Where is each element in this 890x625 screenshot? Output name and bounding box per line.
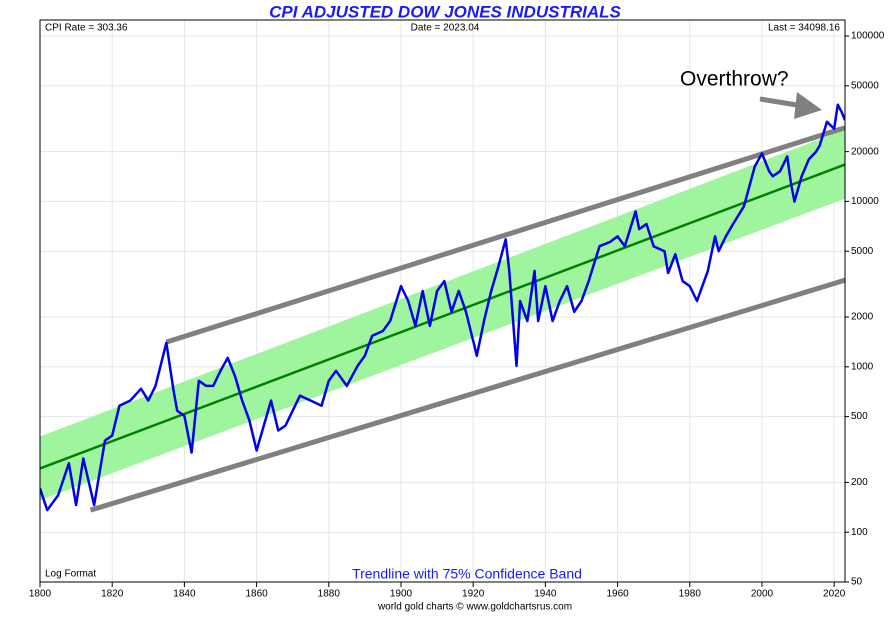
y-tick-label: 20000 [851,146,879,157]
y-tick-label: 10000 [851,196,879,207]
x-tick-label: 1800 [29,589,52,600]
last: Last = 34098.16 [768,23,840,34]
callout: Overthrow? [680,68,789,91]
cpi-rate: CPI Rate = 303.36 [45,23,128,34]
y-tick-label: 50000 [851,80,879,91]
axes: 1800 1820 1840 1860 1880 1900 1920 1940 1960 1980… [29,31,885,600]
y-tick-label: 2000 [851,312,874,323]
y-tick-label: 5000 [851,246,874,257]
x-tick-label: 1860 [245,589,268,600]
series-line [40,103,845,512]
callout-arrow [759,92,822,119]
series-line [165,125,845,345]
series-line [89,277,845,513]
x-tick-label: 2000 [751,589,774,600]
x-tick-label: 1820 [101,589,124,600]
log-format: Log Format [45,569,96,580]
chart-title: CPI ADJUSTED DOW JONES INDUSTRIALS [269,2,621,21]
y-tick-label: 100000 [851,31,885,42]
x-tick-label: 1980 [679,589,702,600]
x-tick-label: 1960 [606,589,629,600]
x-tick-label: 1940 [534,589,557,600]
plot-frame [39,19,846,583]
x-tick-label: 2020 [823,589,846,600]
y-tick-label: 100 [851,527,868,538]
x-tick-label: 1900 [390,589,413,600]
band-label: Trendline with 75% Confidence Band [352,566,582,582]
x-tick-label: 1880 [318,589,341,600]
x-tick-label: 1920 [462,589,485,600]
y-tick-label: 50 [851,577,863,588]
marks [40,103,845,513]
series-line [40,163,845,470]
credit: world gold charts © www.goldchartsrus.co… [377,602,572,613]
y-tick-label: 200 [851,477,868,488]
confidence-band [40,129,845,501]
y-tick-label: 1000 [851,361,874,372]
date: Date = 2023.04 [411,23,480,34]
x-tick-label: 1840 [173,589,196,600]
y-tick-label: 500 [851,411,868,422]
